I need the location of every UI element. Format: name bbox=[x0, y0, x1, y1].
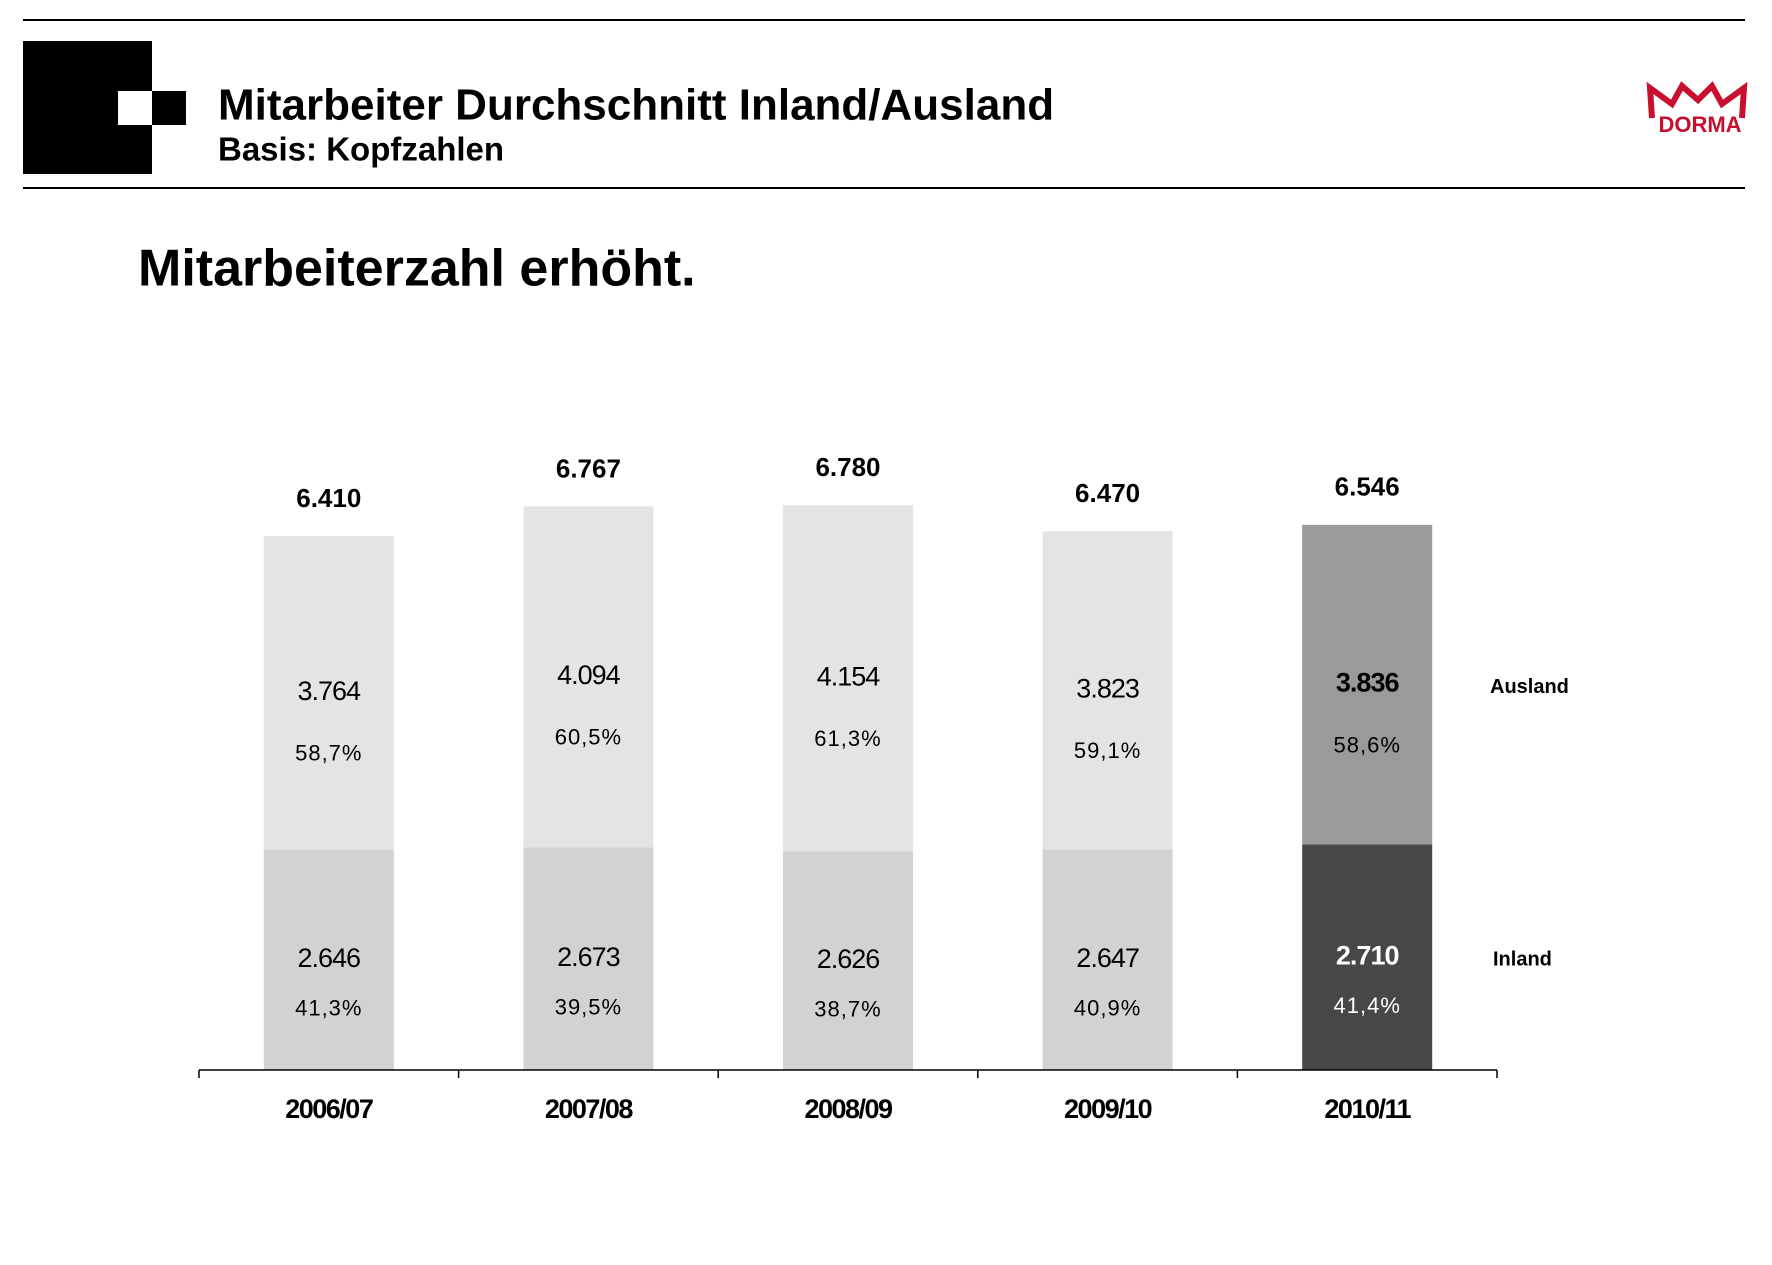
total-label: 6.470 bbox=[1075, 478, 1140, 508]
percent-label: 38,7% bbox=[814, 996, 881, 1021]
x-tick-label: 2008/09 bbox=[804, 1094, 893, 1124]
x-tick-label: 2010/11 bbox=[1324, 1094, 1411, 1124]
headline: Mitarbeiterzahl erhöht. bbox=[138, 240, 696, 298]
value-label: 4.154 bbox=[817, 661, 881, 691]
percent-label: 39,5% bbox=[555, 995, 622, 1020]
percent-label: 41,3% bbox=[295, 996, 362, 1021]
bar-segment bbox=[1042, 531, 1173, 850]
value-label: 2.646 bbox=[298, 943, 361, 973]
logo-square bbox=[118, 91, 152, 125]
bar-segment bbox=[263, 849, 394, 1070]
bar-segment bbox=[783, 505, 913, 852]
value-label: 2.647 bbox=[1076, 943, 1139, 973]
x-tick-label: 2006/07 bbox=[285, 1094, 373, 1124]
percent-label: 58,6% bbox=[1334, 732, 1401, 757]
value-label: 2.710 bbox=[1336, 940, 1399, 970]
logo-square bbox=[152, 91, 186, 125]
x-tick-label: 2009/10 bbox=[1064, 1094, 1152, 1124]
value-label: 3.836 bbox=[1336, 668, 1400, 698]
legend-label: Ausland bbox=[1490, 676, 1569, 698]
subtitle: Basis: Kopfzahlen bbox=[218, 131, 504, 168]
percent-label: 61,3% bbox=[814, 726, 881, 751]
total-label: 6.780 bbox=[815, 452, 880, 482]
bar-segment bbox=[1042, 849, 1173, 1070]
bar-segment bbox=[783, 851, 913, 1070]
bar-segment bbox=[263, 536, 394, 850]
total-label: 6.767 bbox=[556, 453, 621, 483]
percent-label: 40,9% bbox=[1074, 996, 1141, 1021]
legend-label: Inland bbox=[1493, 948, 1552, 970]
x-tick-label: 2007/08 bbox=[545, 1094, 634, 1124]
bar-segment bbox=[523, 506, 654, 848]
bar-segment bbox=[523, 847, 654, 1070]
percent-label: 41,4% bbox=[1334, 993, 1401, 1018]
value-label: 3.823 bbox=[1076, 673, 1139, 703]
title: Mitarbeiter Durchschnitt Inland/Ausland bbox=[218, 81, 1054, 130]
value-label: 2.673 bbox=[557, 942, 620, 972]
value-label: 4.094 bbox=[557, 660, 621, 690]
percent-label: 59,1% bbox=[1074, 738, 1141, 763]
total-label: 6.410 bbox=[296, 483, 361, 513]
value-label: 3.764 bbox=[298, 676, 362, 706]
percent-label: 60,5% bbox=[555, 725, 622, 750]
bar-segment bbox=[1302, 524, 1433, 845]
value-label: 2.626 bbox=[817, 944, 880, 974]
logo-crown bbox=[1646, 81, 1748, 119]
logo-text: DORMA bbox=[1658, 112, 1741, 137]
percent-label: 58,7% bbox=[295, 741, 362, 766]
total-label: 6.546 bbox=[1335, 472, 1400, 502]
bar-segment bbox=[1302, 844, 1433, 1070]
